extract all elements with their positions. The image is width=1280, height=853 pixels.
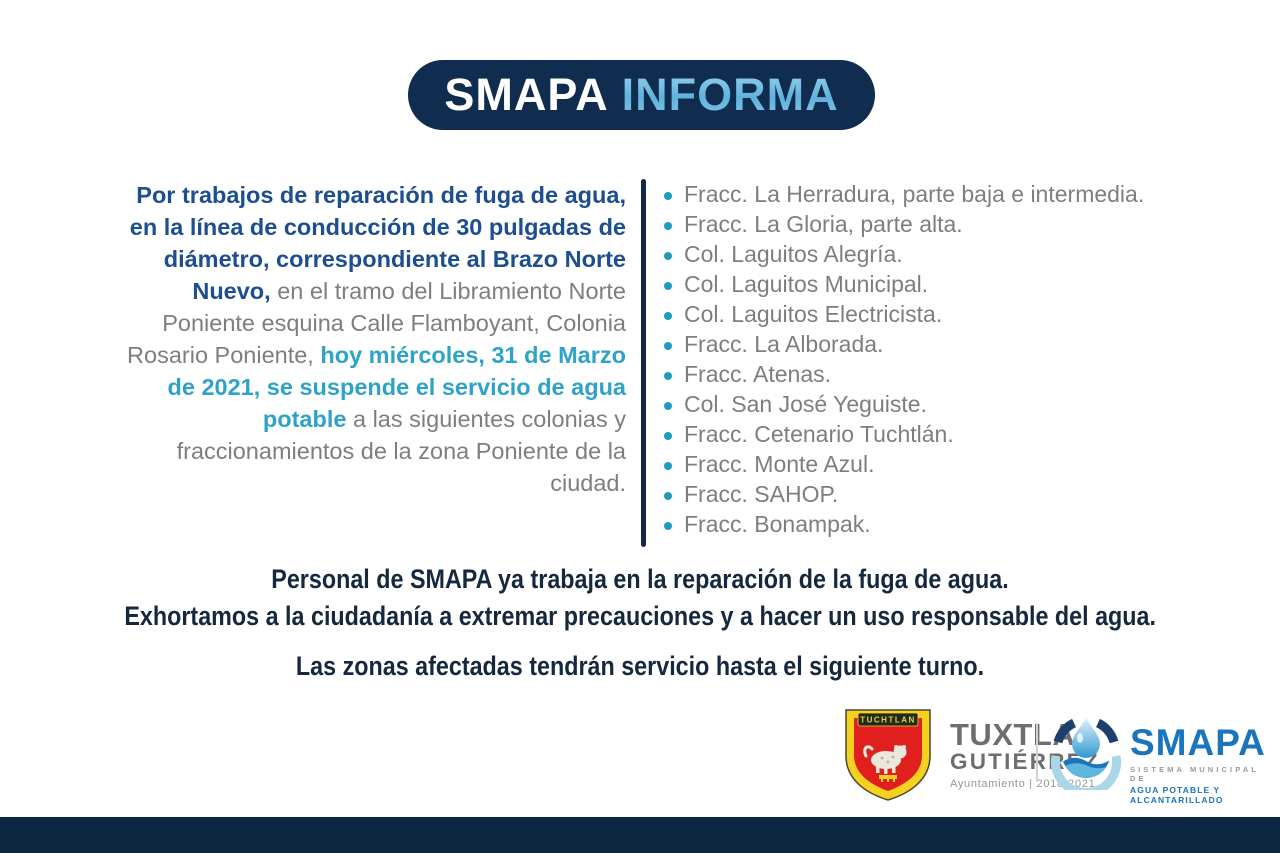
header-title-secondary: INFORMA	[621, 69, 839, 120]
affected-area-label: Col. Laguitos Electricista.	[684, 301, 943, 327]
affected-area-item: Fracc. La Alborada.	[664, 331, 1144, 361]
logo-divider	[1036, 723, 1038, 781]
bullet-icon	[664, 432, 672, 440]
affected-area-item: Fracc. Bonampak.	[664, 511, 1144, 541]
affected-area-label: Col. San José Yeguiste.	[684, 391, 927, 417]
affected-area-item: Col. Laguitos Alegría.	[664, 241, 1144, 271]
bullet-icon	[664, 192, 672, 200]
notice-paragraph: Por trabajos de reparación de fuga de ag…	[126, 179, 626, 499]
affected-area-label: Fracc. Monte Azul.	[684, 451, 875, 477]
footer-note-repair: Personal de SMAPA ya trabaja en la repar…	[271, 564, 1009, 594]
bullet-icon	[664, 462, 672, 470]
affected-area-item: Fracc. Cetenario Tuchtlán.	[664, 421, 1144, 451]
affected-area-label: Fracc. La Gloria, parte alta.	[684, 211, 963, 237]
header-banner: SMAPA INFORMA	[408, 60, 875, 130]
affected-area-label: Fracc. SAHOP.	[684, 481, 839, 507]
affected-areas-list: Fracc. La Herradura, parte baja e interm…	[664, 181, 1144, 541]
bottom-accent-bar	[0, 817, 1280, 853]
shield-banner-text: TUCHTLAN	[860, 716, 916, 725]
bullet-icon	[664, 252, 672, 260]
footer-note-caution: Exhortamos a la ciudadanía a extremar pr…	[124, 601, 1156, 631]
smapa-wordmark: SMAPA	[1130, 722, 1266, 763]
tuxtla-coat-of-arms-icon: TUCHTLAN	[838, 706, 938, 804]
affected-area-item: Fracc. Atenas.	[664, 361, 1144, 391]
affected-area-label: Fracc. La Alborada.	[684, 331, 884, 357]
affected-area-item: Fracc. Monte Azul.	[664, 451, 1144, 481]
bullet-icon	[664, 312, 672, 320]
jaguar-icon	[863, 745, 907, 774]
smapa-tagline-2: AGUA POTABLE Y ALCANTARILLADO	[1130, 785, 1224, 805]
vertical-divider	[641, 179, 646, 547]
header-title-primary: SMAPA	[444, 69, 609, 120]
affected-area-item: Col. Laguitos Municipal.	[664, 271, 1144, 301]
bullet-icon	[664, 372, 672, 380]
smapa-tagline-1: SISTEMA MUNICIPAL DE	[1130, 765, 1259, 783]
shield-ornament	[879, 775, 897, 782]
notice-segment-highlight: hoy miércoles, 31 de Marzo de 2021, se s…	[167, 342, 626, 432]
bullet-icon	[664, 522, 672, 530]
footer-notes: Personal de SMAPA ya trabaja en la repar…	[0, 563, 1280, 687]
bullet-icon	[664, 492, 672, 500]
affected-area-item: Col. Laguitos Electricista.	[664, 301, 1144, 331]
bullet-icon	[664, 342, 672, 350]
affected-area-item: Fracc. SAHOP.	[664, 481, 1144, 511]
affected-area-label: Fracc. Atenas.	[684, 361, 832, 387]
bullet-icon	[664, 222, 672, 230]
notice-segment-location: en el tramo del Libramiento Norte Ponien…	[127, 278, 626, 368]
affected-area-label: Fracc. Bonampak.	[684, 511, 871, 537]
smapa-logo-text: SMAPA SISTEMA MUNICIPAL DE AGUA POTABLE …	[1130, 722, 1280, 806]
affected-area-label: Fracc. La Herradura, parte baja e interm…	[684, 181, 1145, 207]
affected-area-item: Fracc. La Herradura, parte baja e interm…	[664, 181, 1144, 211]
affected-area-label: Fracc. Cetenario Tuchtlán.	[684, 421, 954, 447]
smapa-water-drop-icon	[1046, 710, 1126, 798]
affected-area-item: Col. San José Yeguiste.	[664, 391, 1144, 421]
notice-segment-closing: a las siguientes colonias y fraccionamie…	[176, 406, 626, 496]
bullet-icon	[664, 282, 672, 290]
affected-area-label: Col. Laguitos Municipal.	[684, 271, 929, 297]
footer-note-service: Las zonas afectadas tendrán servicio has…	[295, 651, 985, 681]
affected-area-label: Col. Laguitos Alegría.	[684, 241, 903, 267]
tuxtla-name-line1: TUXTLA	[950, 717, 1076, 752]
affected-area-item: Fracc. La Gloria, parte alta.	[664, 211, 1144, 241]
notice-segment-bold: Por trabajos de reparación de fuga de ag…	[129, 182, 626, 304]
bullet-icon	[664, 402, 672, 410]
